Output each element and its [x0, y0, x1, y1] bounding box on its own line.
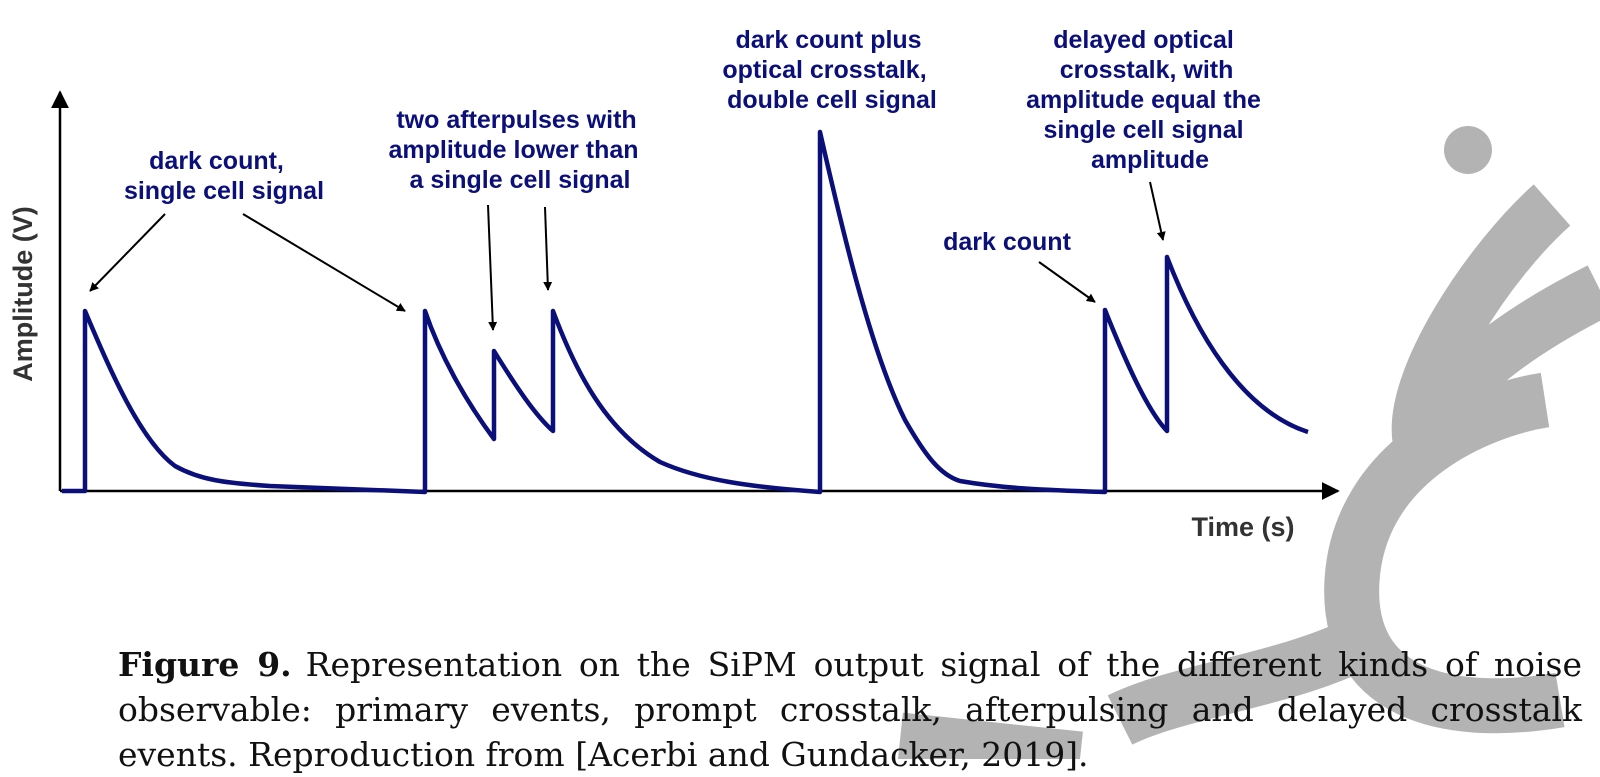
figure-caption: Figure 9. Representation on the SiPM outp… — [118, 642, 1582, 777]
figure-label: Figure 9. — [118, 645, 292, 684]
annotation-double-cell: dark count plus optical crosstalk, doubl… — [722, 26, 936, 114]
arrow-afterpulse-2 — [543, 206, 553, 291]
y-axis-title: Amplitude (V) — [8, 206, 38, 382]
annotation-arrows — [89, 181, 1166, 331]
signal-trace — [62, 129, 1309, 495]
watermark — [897, 126, 1600, 759]
arrow-delayed-crosstalk — [1149, 181, 1166, 241]
arrow-dark-count-right — [242, 213, 406, 312]
arrow-afterpulse-1 — [487, 204, 498, 331]
watermark-stroke — [897, 712, 1083, 759]
watermark-stroke — [1107, 615, 1378, 745]
x-axis-title: Time (s) — [1191, 512, 1294, 542]
sipm-signal-diagram: Amplitude (V) Time (s) dark count, singl… — [8, 26, 1600, 759]
axes — [51, 90, 1340, 500]
watermark-dot — [1444, 126, 1492, 174]
annotation-single-cell: dark count, single cell signal — [124, 147, 324, 205]
annotation-afterpulses: two afterpulses with amplitude lower tha… — [389, 106, 646, 194]
annotation-dark-count: dark count — [943, 228, 1071, 256]
arrow-dark-count — [1038, 261, 1096, 303]
caption-text: Representation on the SiPM output signal… — [118, 645, 1582, 774]
arrow-dark-count-left — [89, 213, 166, 292]
watermark-stroke — [1324, 372, 1565, 734]
annotation-delayed-crosstalk: delayed optical crosstalk, with amplitud… — [1026, 26, 1268, 174]
